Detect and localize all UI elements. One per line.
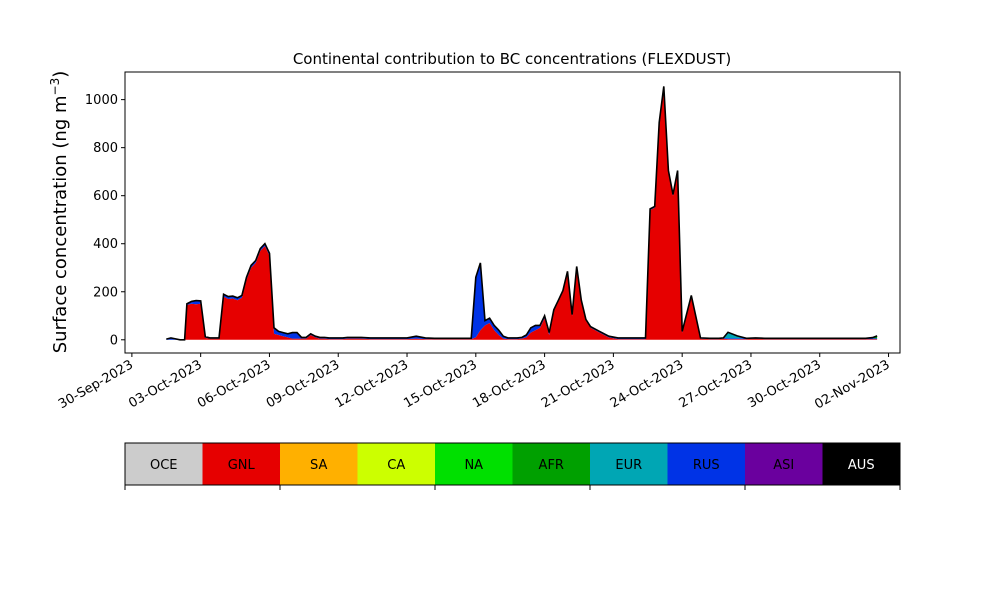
legend-label-eur: EUR <box>615 458 642 473</box>
y-tick-label: 800 <box>93 141 118 156</box>
x-tick-label: 06-Oct-2023 <box>195 357 273 411</box>
legend-label-aus: AUS <box>848 458 875 473</box>
x-tick-label: 02-Nov-2023 <box>812 357 892 412</box>
x-axis: 30-Sep-202303-Oct-202306-Oct-202309-Oct-… <box>56 353 893 412</box>
y-axis-label-close: ) <box>50 71 71 78</box>
x-tick-label: 30-Sep-2023 <box>56 357 136 412</box>
y-tick-label: 400 <box>93 237 118 252</box>
legend-swatch-eur <box>590 443 668 485</box>
legend-swatch-na <box>435 443 513 485</box>
legend-label-afr: AFR <box>539 458 564 473</box>
x-tick-label: 21-Oct-2023 <box>539 357 617 411</box>
legend-swatch-gnl <box>202 443 280 485</box>
stacked-areas <box>166 86 878 340</box>
x-tick-label: 09-Oct-2023 <box>264 357 342 411</box>
y-tick-label: 1000 <box>85 93 118 108</box>
x-tick-label: 27-Oct-2023 <box>677 357 755 411</box>
y-tick-label: 0 <box>110 333 118 348</box>
legend-swatch-asi <box>745 443 823 485</box>
plot-frame <box>124 71 901 354</box>
y-tick-label: 600 <box>93 189 118 204</box>
legend-label-asi: ASI <box>773 458 794 473</box>
legend-swatch-ca <box>357 443 435 485</box>
x-tick-label: 15-Oct-2023 <box>401 357 479 411</box>
legend-label-na: NA <box>464 458 483 473</box>
legend-swatch-rus <box>667 443 745 485</box>
y-axis-label-main: Surface concentration (ng m <box>50 95 71 353</box>
y-axis-label: Surface concentration (ng m−3) <box>48 71 71 354</box>
area-series-gnl <box>166 87 878 340</box>
legend-swatch-sa <box>280 443 358 485</box>
chart-title: Continental contribution to BC concentra… <box>293 50 731 68</box>
total-outline <box>166 86 878 341</box>
legend-label-sa: SA <box>310 458 327 473</box>
legend-swatch-oce <box>125 443 203 485</box>
legend-label-rus: RUS <box>693 458 720 473</box>
legend-label-ca: CA <box>387 458 405 473</box>
legend-label-gnl: GNL <box>228 458 256 473</box>
y-axis-label-superscript: −3 <box>48 78 62 96</box>
x-tick-label: 12-Oct-2023 <box>333 357 411 411</box>
legend: OCE GNL SA CA NA AFR EUR RUS ASI AUS <box>124 442 901 490</box>
x-tick-label: 24-Oct-2023 <box>608 357 686 411</box>
legend-swatch-afr <box>512 443 590 485</box>
x-tick-label: 18-Oct-2023 <box>470 357 548 411</box>
x-tick-label: 03-Oct-2023 <box>126 357 204 411</box>
y-tick-label: 200 <box>93 285 118 300</box>
legend-frame <box>124 442 901 486</box>
y-axis: 0 200 400 600 800 1000 <box>85 93 125 348</box>
legend-swatch-aus <box>822 443 900 485</box>
x-tick-label: 30-Oct-2023 <box>745 357 823 411</box>
legend-label-oce: OCE <box>150 458 178 473</box>
